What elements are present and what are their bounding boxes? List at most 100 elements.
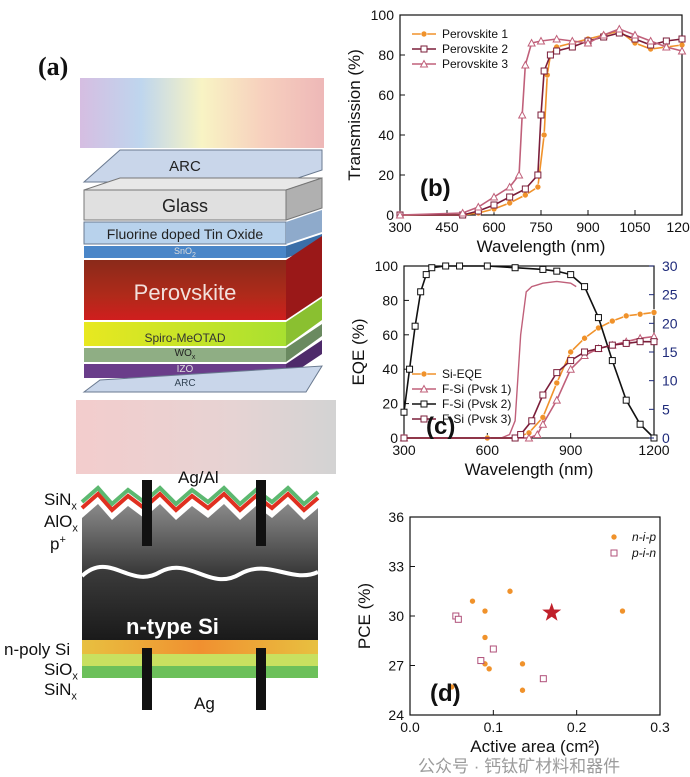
arc-bottom-layer [82, 365, 323, 393]
data-point [553, 47, 561, 55]
y-tick-label: 20 [378, 167, 394, 183]
data-point [619, 607, 626, 615]
data-point [422, 271, 430, 279]
x-tick-label: 600 [482, 219, 506, 235]
data-point [406, 365, 414, 373]
sinx-label: SiNx [44, 490, 77, 513]
y-tick-label: 30 [388, 608, 404, 624]
y-tick-label: 0 [386, 207, 394, 223]
data-point [524, 433, 534, 442]
y-tick-label: 60 [378, 87, 394, 103]
y-tick-label: 20 [382, 396, 398, 412]
data-point [400, 408, 408, 416]
arc-bottom-label: ARC [174, 378, 196, 389]
pplus-label: p+ [50, 534, 66, 554]
chart-b: 300 450 600 750 900 1050 1200 0 20 40 60 80 100 Wavel… [345, 7, 690, 256]
data-point [538, 419, 548, 428]
data-point [506, 199, 513, 207]
data-point [456, 262, 464, 270]
data-point [537, 111, 545, 119]
legend-marker [420, 415, 428, 423]
sno2-layer [84, 246, 286, 258]
data-point [539, 391, 547, 399]
data-point [458, 208, 468, 217]
data-point [522, 191, 529, 199]
data-point [553, 369, 561, 377]
x-tick-label: 1050 [619, 219, 650, 235]
x-tick-label: 0.2 [567, 719, 587, 735]
data-point [567, 271, 575, 279]
y-tick-label: 100 [375, 258, 399, 274]
data-point [489, 192, 499, 201]
data-point [622, 312, 630, 320]
y-tick-label: 27 [388, 658, 404, 674]
y-axis-label: Transmission (%) [345, 49, 364, 181]
silicon-cell-diagram [80, 480, 320, 710]
data-point [536, 36, 546, 45]
y2-tick-label: 30 [662, 258, 678, 274]
data-point [540, 131, 548, 139]
data-point [678, 35, 686, 43]
data-point [609, 317, 616, 325]
data-point [428, 264, 436, 272]
data-point [534, 171, 542, 179]
alox-label: AlOx [44, 512, 78, 535]
x-axis-label: Wavelength (nm) [477, 237, 606, 256]
data-point [489, 645, 497, 653]
legend-marker [419, 59, 429, 68]
data-point [506, 587, 514, 595]
x-axis-label: Active area (cm²) [470, 737, 599, 756]
legend-marker [420, 30, 428, 38]
legend-marker [610, 533, 618, 541]
data-point [542, 602, 562, 621]
y-axis-label: PCE (%) [355, 583, 374, 649]
top-contact-left [142, 480, 152, 546]
data-point [581, 283, 589, 291]
transmitted-light-band [76, 400, 336, 474]
data-point [411, 322, 419, 330]
y-tick-label: 40 [378, 127, 394, 143]
y2-tick-label: 20 [662, 315, 678, 331]
panel-label-b: (b) [420, 175, 451, 202]
sinx-bottom-layer [82, 666, 318, 678]
y-tick-label: 60 [382, 327, 398, 343]
data-point [636, 338, 644, 346]
y-tick-label: 33 [388, 559, 404, 575]
legend-entry: n-i-p [632, 530, 656, 544]
x-axis-label: Wavelength (nm) [465, 460, 594, 479]
data-point [567, 36, 577, 45]
top-contact-right [256, 480, 266, 546]
data-point [417, 288, 425, 296]
perovskite-label: Perovskite [133, 280, 237, 305]
y-tick-label: 40 [382, 361, 398, 377]
x-tick-label: 0.3 [650, 719, 670, 735]
y-tick-label: 80 [382, 292, 398, 308]
ag-label: Ag [194, 694, 215, 713]
y2-tick-label: 0 [662, 430, 670, 446]
spiro-layer [84, 322, 286, 346]
x-tick-label: 1200 [666, 219, 690, 235]
panel-label-c: (c) [426, 413, 455, 440]
data-point [636, 420, 644, 428]
data-point [661, 42, 671, 51]
data-point [442, 262, 450, 270]
data-point [646, 36, 656, 45]
data-point [553, 379, 561, 387]
data-point [520, 60, 530, 69]
chart-d: 0.0 0.1 0.2 0.3 24 27 30 33 36 Active area (cm²) P… [355, 509, 670, 756]
legend-marker [420, 400, 428, 408]
glass-layer [83, 189, 287, 221]
data-point [552, 34, 562, 43]
data-point [622, 396, 630, 404]
y2-tick-label: 10 [662, 373, 678, 389]
data-point [567, 357, 575, 365]
sinx2-label: SiNx [44, 680, 77, 703]
x-tick-label: 300 [388, 219, 412, 235]
watermark-text: 公众号 · 钙钛矿材料和器件 [418, 757, 621, 776]
legend-entry: Perovskite 2 [442, 42, 508, 56]
data-point [395, 210, 405, 219]
x-tick-label: 900 [559, 442, 583, 458]
data-point [511, 264, 519, 272]
data-point [539, 265, 547, 273]
